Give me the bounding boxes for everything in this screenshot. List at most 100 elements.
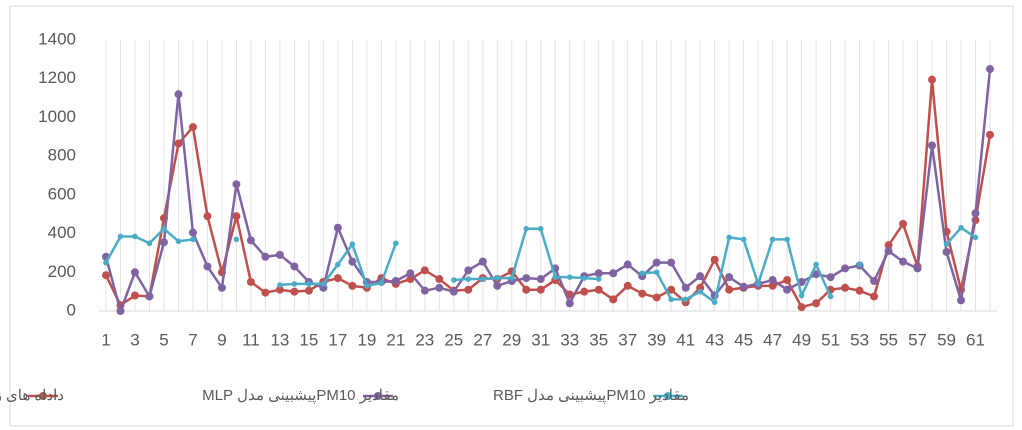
data-point [913,264,922,273]
data-point [348,257,357,266]
data-point [768,281,777,290]
data-point [798,292,805,299]
data-point [609,295,618,304]
x-tick-label: 39 [647,330,666,349]
data-point [508,275,515,281]
data-point [130,268,139,277]
data-point [594,269,603,278]
data-point [246,236,255,245]
data-point [275,250,284,259]
data-point [174,90,183,99]
data-point [306,281,312,287]
data-point [290,262,299,271]
data-point [116,307,125,315]
data-point [986,130,994,139]
data-point [928,141,937,150]
data-point [537,225,544,232]
data-point [725,273,734,282]
data-point [188,123,197,132]
data-point [451,277,457,283]
data-point [899,257,908,266]
legend-marker [664,392,672,400]
data-point [348,281,357,290]
data-point [203,212,212,221]
legend-marker [39,392,47,400]
data-point [494,275,501,281]
data-point [928,75,937,84]
data-point [826,273,835,282]
data-point [827,293,834,300]
x-tick-label: 35 [589,330,608,349]
data-point [784,236,790,243]
x-tick-label: 55 [879,330,898,349]
data-point [465,276,472,282]
data-point [681,283,690,292]
data-point [652,258,661,267]
data-point [958,224,964,231]
data-point [595,276,602,282]
x-tick-label: 1 [101,330,110,349]
data-point [246,277,255,286]
x-tick-label: 17 [328,330,347,349]
data-point [117,233,124,240]
data-point [870,292,879,301]
x-tick-label: 43 [705,330,724,349]
x-tick-label: 27 [473,330,492,349]
x-tick-label: 45 [734,330,753,349]
data-point [536,285,545,294]
data-point [668,296,674,303]
data-point [638,289,647,298]
data-point [667,258,676,267]
legend-label: داداه های زمینی PM10 [0,387,64,404]
data-point [841,283,850,292]
data-point [464,285,473,294]
data-point [653,269,660,276]
data-point [291,281,298,287]
data-point [190,236,196,243]
data-point [130,291,139,300]
data-point [580,287,589,296]
data-point [726,234,732,241]
data-point [536,275,545,284]
legend-label: مقادیر PM10پیشبینی مدل RBF [493,387,689,404]
data-point [957,296,966,305]
data-point [523,225,530,232]
data-point [623,260,632,269]
data-point [161,225,167,232]
y-tick-label: 0 [67,300,76,319]
data-point [769,236,776,243]
y-tick-label: 1000 [38,107,76,126]
data-point [942,247,951,256]
x-tick-label: 25 [444,330,463,349]
x-tick-label: 47 [763,330,782,349]
data-point [261,288,270,297]
data-point [145,292,154,301]
data-point [435,283,444,292]
data-point [552,274,559,280]
data-point [393,240,399,247]
data-point [175,238,182,245]
data-point [420,266,429,275]
data-point [304,286,313,295]
data-point [855,286,864,295]
data-point [349,241,356,248]
data-point [364,283,370,289]
data-point [768,276,777,285]
data-point [755,281,761,287]
data-point [435,275,444,284]
x-tick-label: 31 [531,330,550,349]
data-point [696,272,705,281]
data-point [943,241,950,248]
legend-marker [374,392,382,400]
y-tick-label: 400 [48,223,76,242]
data-point [320,281,327,287]
data-point [682,296,689,303]
data-point [478,257,487,266]
data-point [711,299,718,306]
data-point [102,271,110,280]
data-point [103,259,109,266]
data-point [870,276,879,285]
data-point [739,282,748,291]
data-point [290,287,299,296]
y-tick-label: 800 [48,146,76,165]
